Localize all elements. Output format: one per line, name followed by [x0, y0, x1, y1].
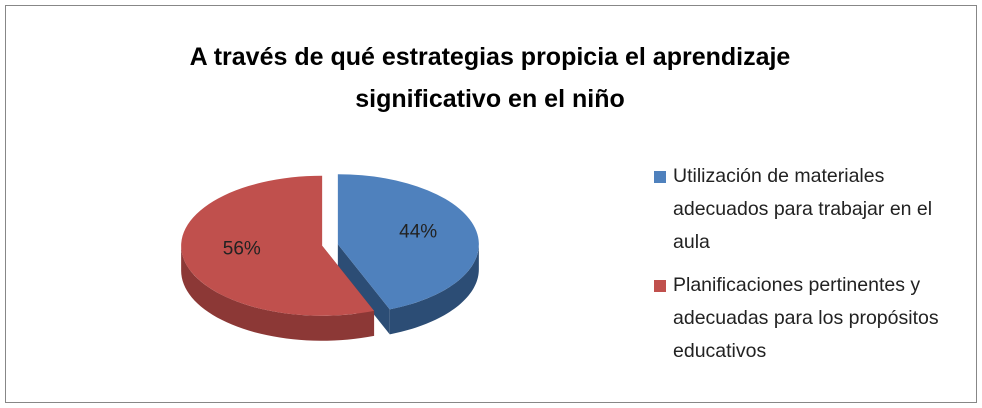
slice-cut-face: [337, 244, 390, 335]
legend-swatch: [654, 171, 666, 183]
data-label: 44%: [399, 222, 437, 243]
data-label: 56%: [223, 238, 261, 259]
pie-slice: [337, 174, 479, 310]
legend-label: Utilización de materiales adecuados para…: [673, 165, 933, 253]
chart-title: A través de qué estrategias propicia el …: [189, 43, 791, 113]
legend-swatch: [654, 280, 666, 292]
slice-side: [389, 244, 479, 335]
legend-item: Planificaciones pertinentes y adecuadas …: [654, 269, 954, 368]
slice-side: [181, 245, 375, 341]
pie-slice: [181, 175, 375, 316]
legend-item: Utilización de materiales adecuados para…: [654, 160, 954, 259]
pie: 44% 56%: [181, 174, 479, 341]
legend-label: Planificaciones pertinentes y adecuadas …: [673, 274, 939, 362]
chart-border: [5, 5, 977, 403]
